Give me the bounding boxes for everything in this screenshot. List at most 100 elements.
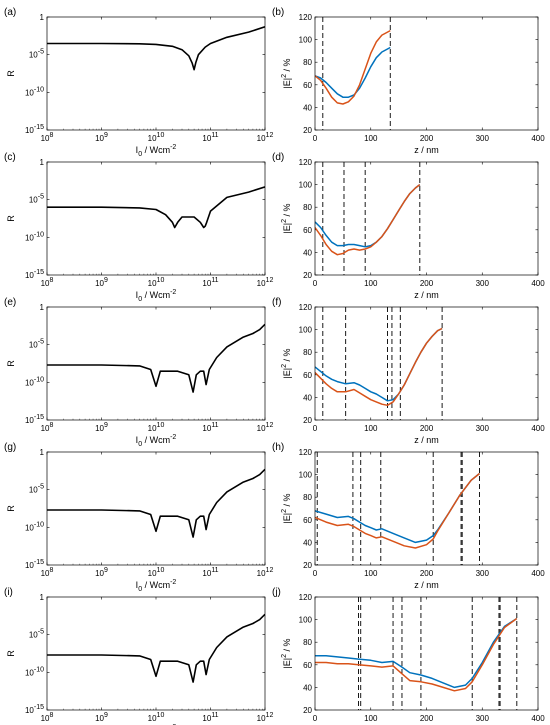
series-line-orange xyxy=(315,327,443,407)
plot-frame xyxy=(314,161,539,276)
x-tick-label: 100 xyxy=(364,279,378,288)
y-tick-label-part: 60 xyxy=(303,516,312,525)
x-tick-label-sup: 8 xyxy=(50,712,54,719)
chart-panel-f: (f) 0 100 200 300 400 20 40 60 80 100 120 z / nm |E|2… xyxy=(272,297,545,445)
y-tick-label: 60 xyxy=(303,516,312,525)
y-tick-label: 120 xyxy=(299,303,313,312)
y-tick-label: 10-5 xyxy=(29,339,44,350)
chart-panel-d: (d) 0 100 200 300 400 20 40 60 80 100 120 z / nm |E|2… xyxy=(272,152,545,300)
x-tick-label: 108 xyxy=(41,277,54,288)
y-tick-label: 10-15 xyxy=(25,414,44,425)
x-tick-label-part: 10 xyxy=(202,424,211,433)
y-tick-label-part: 60 xyxy=(303,81,312,90)
y-tick-label-sup: -5 xyxy=(38,629,44,636)
y-axis-label-sup: 2 xyxy=(281,219,288,223)
x-tick-label-part: 10 xyxy=(41,714,50,723)
y-tick-label-sup: -15 xyxy=(34,704,44,711)
series-line-blue xyxy=(315,472,480,544)
x-tick-label-part: 300 xyxy=(476,424,490,433)
x-axis-label-sup: -2 xyxy=(170,144,176,151)
x-axis-label: I0 / Wcm-2 xyxy=(136,144,177,158)
y-tick-label: 120 xyxy=(299,158,313,167)
x-tick-label: 300 xyxy=(476,424,490,433)
x-tick-label: 1010 xyxy=(148,567,165,578)
x-tick-label: 1010 xyxy=(148,422,165,433)
x-tick-label-sup: 10 xyxy=(157,567,165,574)
x-tick-label: 200 xyxy=(420,134,434,143)
x-tick-label-part: 10 xyxy=(41,424,50,433)
x-tick-label: 0 xyxy=(313,134,318,143)
x-axis-label-sup: -2 xyxy=(170,434,176,441)
y-tick-label-part: 10 xyxy=(29,51,38,60)
x-tick-label-sup: 9 xyxy=(104,567,108,574)
y-axis-label-part: / % xyxy=(282,638,292,654)
y-tick-label-sup: -10 xyxy=(34,376,44,383)
x-tick-label-sup: 9 xyxy=(104,132,108,139)
x-tick-label-sup: 12 xyxy=(266,422,274,429)
x-tick-label-part: 200 xyxy=(420,424,434,433)
y-axis-label-part: / % xyxy=(282,348,292,364)
x-axis-label: z / nm xyxy=(414,145,439,155)
y-tick-label: 10-10 xyxy=(25,86,44,97)
y-tick-label-part: 80 xyxy=(303,348,312,357)
y-tick-label-sup: -15 xyxy=(34,559,44,566)
x-tick-label-sup: 9 xyxy=(104,422,108,429)
x-tick-label: 100 xyxy=(364,714,378,723)
x-tick-label-part: 0 xyxy=(313,569,318,578)
chart-panel-b: (b) 0 100 200 300 400 20 40 60 80 100 120 z / nm |E|2… xyxy=(272,7,545,155)
y-tick-label: 40 xyxy=(303,103,312,112)
x-axis-label-sup: -2 xyxy=(170,289,176,296)
panel-label: (i) xyxy=(4,587,13,598)
x-tick-label-part: 10 xyxy=(41,279,50,288)
y-tick-label-part: 60 xyxy=(303,371,312,380)
x-tick-label: 300 xyxy=(476,279,490,288)
y-tick-label-part: 10 xyxy=(29,631,38,640)
y-axis-label-part: R xyxy=(6,650,16,657)
x-axis-label-part: z / nm xyxy=(414,145,439,155)
x-tick-label: 1012 xyxy=(257,422,274,433)
x-tick-label: 1011 xyxy=(202,277,218,288)
y-tick-label: 60 xyxy=(303,661,312,670)
x-tick-label-sup: 9 xyxy=(104,712,108,719)
y-tick-label-part: 10 xyxy=(25,668,34,677)
x-tick-label-part: 0 xyxy=(313,134,318,143)
y-tick-label-part: 120 xyxy=(299,13,313,22)
x-tick-label: 1011 xyxy=(202,567,218,578)
y-tick-label-part: 20 xyxy=(303,271,312,280)
panel-label: (e) xyxy=(4,297,16,308)
x-tick-label-sup: 12 xyxy=(266,712,274,719)
x-tick-label: 108 xyxy=(41,712,54,723)
y-tick-label-part: 100 xyxy=(299,36,313,45)
x-tick-label-part: 10 xyxy=(257,279,266,288)
y-tick-label-part: 10 xyxy=(25,271,34,280)
x-tick-label-sup: 8 xyxy=(50,567,54,574)
y-tick-label-part: 100 xyxy=(299,326,313,335)
y-tick-label-part: 20 xyxy=(303,126,312,135)
y-tick-label: 10-15 xyxy=(25,704,44,715)
y-axis-label-part: |E| xyxy=(282,368,292,379)
x-tick-label-part: 10 xyxy=(202,279,211,288)
x-tick-label: 108 xyxy=(41,567,54,578)
panel-label: (f) xyxy=(272,297,281,308)
x-tick-label-part: 10 xyxy=(148,279,157,288)
y-tick-label-part: 1 xyxy=(40,13,45,22)
y-tick-label-sup: -15 xyxy=(34,124,44,131)
x-tick-label: 1012 xyxy=(257,132,274,143)
x-tick-label: 0 xyxy=(313,714,318,723)
y-tick-label: 80 xyxy=(303,348,312,357)
series-line-blue xyxy=(315,184,421,248)
panel-label: (h) xyxy=(272,442,284,453)
y-tick-label: 100 xyxy=(299,326,313,335)
x-axis-label-part: / Wcm xyxy=(142,435,170,445)
y-tick-label-part: 80 xyxy=(303,493,312,502)
x-tick-label-part: 10 xyxy=(202,134,211,143)
reflectivity-curve xyxy=(47,186,265,229)
y-tick-label: 100 xyxy=(299,181,313,190)
y-axis-label-part: |E| xyxy=(282,78,292,89)
y-tick-label-sup: -5 xyxy=(38,49,44,56)
y-tick-label-part: 120 xyxy=(299,448,313,457)
x-tick-label-sup: 11 xyxy=(211,422,218,429)
x-tick-label: 1012 xyxy=(257,277,274,288)
y-axis-label: |E|2 / % xyxy=(281,58,292,88)
